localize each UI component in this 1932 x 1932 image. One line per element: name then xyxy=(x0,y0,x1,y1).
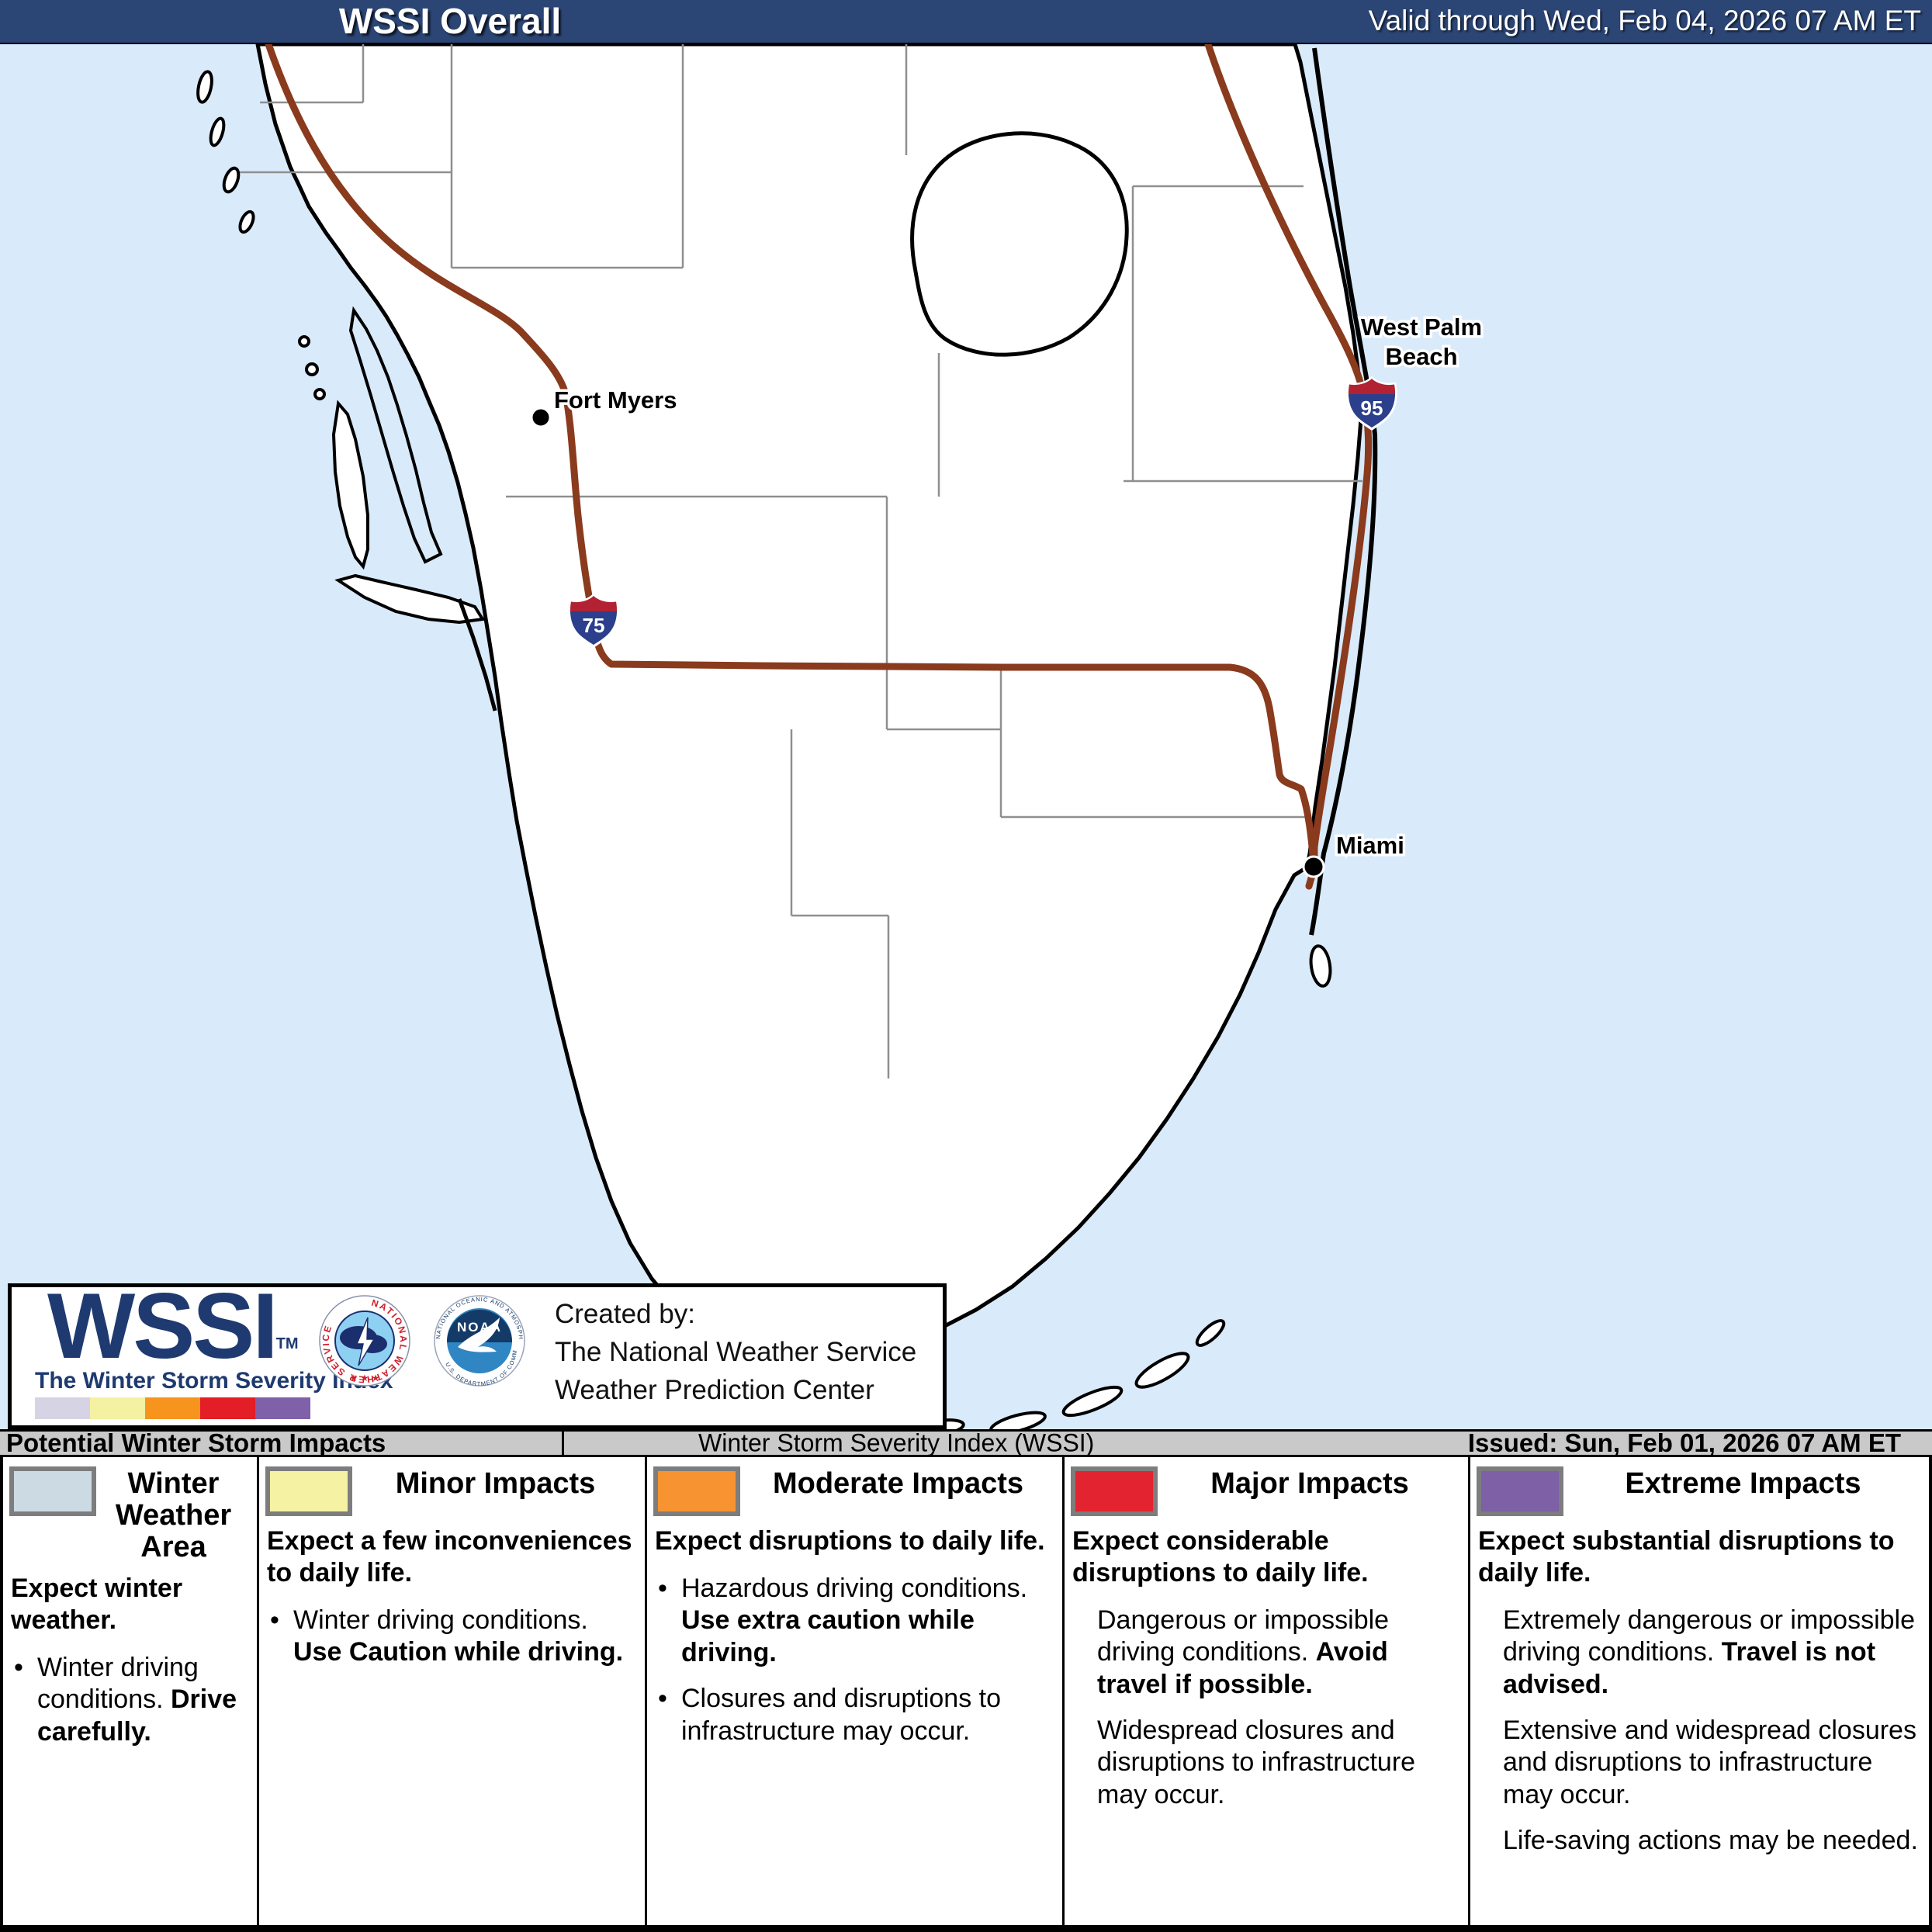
winter-weather-area-swatch xyxy=(9,1466,96,1516)
header-bar: WSSI Overall Valid through Wed, Feb 04, … xyxy=(0,0,1932,44)
valid-through-text: Valid through Wed, Feb 04, 2026 07 AM ET xyxy=(1368,4,1921,36)
fort-myers-dot xyxy=(530,407,552,428)
gulf-barrier-islands xyxy=(196,70,497,712)
legend-lead: Expect a few inconveniences to daily lif… xyxy=(267,1526,632,1587)
charlotte-harbor xyxy=(348,306,443,564)
status-bar-subtitle: Winter Storm Severity Index (WSSI) xyxy=(698,1428,1095,1457)
interstate-75-road xyxy=(265,44,1318,871)
minor-impacts-swatch xyxy=(265,1466,352,1516)
impacts-legend: Winter Weather Area Expect winter weathe… xyxy=(0,1457,1932,1932)
palette-moderate xyxy=(145,1397,200,1419)
status-bar: Potential Winter Storm Impacts Winter St… xyxy=(0,1428,1932,1457)
palette-winter-weather xyxy=(35,1397,90,1419)
legend-item: Widespread closures and disruptions to i… xyxy=(1097,1716,1416,1809)
major-impacts-swatch xyxy=(1071,1466,1158,1516)
palette-major xyxy=(200,1397,255,1419)
west-palm-beach-label-line2: Beach xyxy=(1385,343,1457,370)
page-title: WSSI Overall xyxy=(338,0,562,41)
legend-label: Extreme Impacts xyxy=(1625,1467,1861,1500)
wssi-severity-palette xyxy=(35,1397,310,1419)
miami-label: Miami xyxy=(1336,832,1404,859)
status-bar-divider xyxy=(562,1432,564,1455)
legend-item: Closures and disruptions to infrastructu… xyxy=(653,1683,1056,1747)
shield-75-number: 75 xyxy=(583,614,605,637)
nws-stars: ★ ★ ★ xyxy=(350,1373,380,1383)
legend-column-winter-weather-area: Winter Weather Area Expect winter weathe… xyxy=(3,1457,259,1925)
created-by-line3: Weather Prediction Center xyxy=(555,1375,874,1405)
south-florida-map: 75 95 Fort Myers West Palm Beach Miami xyxy=(0,44,1932,1429)
interstate-95-road xyxy=(1204,44,1373,890)
fort-myers-label: Fort Myers xyxy=(554,386,677,414)
interstate-95-shield: 95 xyxy=(1346,376,1397,431)
legend-item: Winter driving conditions. Drive careful… xyxy=(9,1652,251,1748)
nws-logo-icon: NATIONAL WEATHER SERVICE ★ ★ ★ xyxy=(319,1295,410,1387)
lake-okeechobee xyxy=(910,131,1129,357)
atlantic-barrier-islands xyxy=(1309,47,1378,936)
county-boundaries xyxy=(233,44,1362,1079)
key-biscayne-island xyxy=(1309,944,1332,988)
legend-label: Winter Weather Area xyxy=(115,1467,232,1564)
legend-lead: Expect considerable disruptions to daily… xyxy=(1072,1526,1369,1587)
noaa-logo-icon: NOAA NATIONAL OCEANIC AND ATMOSPHERIC AD… xyxy=(434,1295,525,1387)
legend-lead: Expect winter weather. xyxy=(11,1574,183,1635)
created-by-block: Created by: The National Weather Service… xyxy=(555,1295,916,1409)
issued-timestamp: Issued: Sun, Feb 01, 2026 07 AM ET xyxy=(1467,1428,1901,1457)
legend-item: Dangerous or impossible driving conditio… xyxy=(1097,1605,1390,1699)
palette-extreme xyxy=(255,1397,310,1419)
west-palm-beach-label-line1: West Palm xyxy=(1361,313,1482,341)
shield-95-number: 95 xyxy=(1361,396,1383,420)
interstate-75-shield: 75 xyxy=(568,593,619,649)
legend-item: Hazardous driving conditions. Use extra … xyxy=(653,1573,1056,1669)
legend-column-moderate-impacts: Moderate Impacts Expect disruptions to d… xyxy=(647,1457,1065,1925)
legend-lead: Expect substantial disruptions to daily … xyxy=(1478,1526,1895,1587)
legend-column-major-impacts: Major Impacts Expect considerable disrup… xyxy=(1065,1457,1470,1925)
legend-item: Extremely dangerous or impossible drivin… xyxy=(1503,1605,1916,1699)
miami-dot xyxy=(1302,855,1325,878)
legend-item: Winter driving conditions. Use Caution w… xyxy=(265,1605,639,1669)
extreme-impacts-swatch xyxy=(1477,1466,1563,1516)
moderate-impacts-swatch xyxy=(653,1466,740,1516)
status-bar-title: Potential Winter Storm Impacts xyxy=(6,1428,386,1457)
legend-lead: Expect disruptions to daily life. xyxy=(655,1526,1045,1556)
trademark-symbol: TM xyxy=(275,1335,299,1352)
created-by-line1: Created by: xyxy=(555,1299,695,1329)
legend-item: Life-saving actions may be needed. xyxy=(1503,1826,1918,1856)
legend-label: Moderate Impacts xyxy=(772,1467,1024,1500)
created-by-line2: The National Weather Service xyxy=(555,1337,917,1367)
legend-column-extreme-impacts: Extreme Impacts Expect substantial disru… xyxy=(1470,1457,1929,1925)
wssi-wordmark: WSSITM xyxy=(47,1274,299,1378)
legend-label: Major Impacts xyxy=(1210,1467,1409,1500)
palette-minor xyxy=(90,1397,145,1419)
legend-column-minor-impacts: Minor Impacts Expect a few inconvenience… xyxy=(259,1457,647,1925)
legend-item: Extensive and widespread closures and di… xyxy=(1503,1716,1916,1809)
credits-box: WSSITM The Winter Storm Severity Index N… xyxy=(8,1275,947,1429)
legend-label: Minor Impacts xyxy=(395,1467,596,1500)
